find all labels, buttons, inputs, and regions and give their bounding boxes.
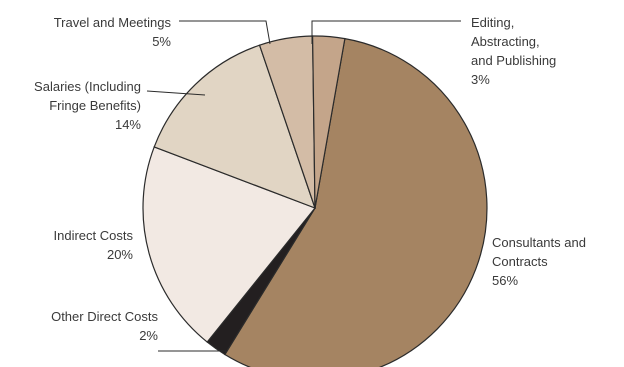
name-line: Salaries (Including [34,79,141,94]
slice-labels: Consultants and Contracts 56% Other Direct … [34,15,586,343]
leader-editing [311,20,461,44]
name-line: and Publishing [471,53,556,68]
label-salaries-including-fringe-benefits: Salaries (Including Fringe Benefits) 14% [34,79,141,132]
label-indirect-costs: Indirect Costs 20% [54,228,134,262]
name-line: Consultants and [492,235,586,250]
name-line: Travel and Meetings [54,15,172,30]
name-line: Other Direct Costs [51,309,158,324]
name-line: Contracts [492,254,548,269]
label-editing-abstracting-and-publishing: Editing, Abstracting, and Publishing 3% [471,15,556,87]
label-travel-and-meetings: Travel and Meetings 5% [54,15,172,49]
pct-label: 2% [139,328,158,343]
leader-salaries [146,90,206,96]
pct-label: 20% [107,247,133,262]
name-line: Abstracting, [471,34,540,49]
label-consultants-and-contracts: Consultants and Contracts 56% [492,235,586,288]
pct-label: 3% [471,72,490,87]
label-other-direct-costs: Other Direct Costs 2% [51,309,158,343]
pct-label: 5% [152,34,171,49]
name-line: Fringe Benefits) [49,98,141,113]
leader-lines [146,20,461,352]
name-line: Indirect Costs [54,228,134,243]
leader-travel-and-meetings [179,20,271,45]
pct-label: 14% [115,117,141,132]
pie-slice-indirect-costs [142,146,316,343]
pie-slice-editing-abstracting-and-publishing [311,35,346,209]
name-line: Editing, [471,15,514,30]
pie-slices [142,35,488,367]
pct-label: 56% [492,273,518,288]
pie-slice-consultants-and-contracts [224,37,488,367]
pie-slice-salaries-including-fringe-benefits [153,44,316,210]
